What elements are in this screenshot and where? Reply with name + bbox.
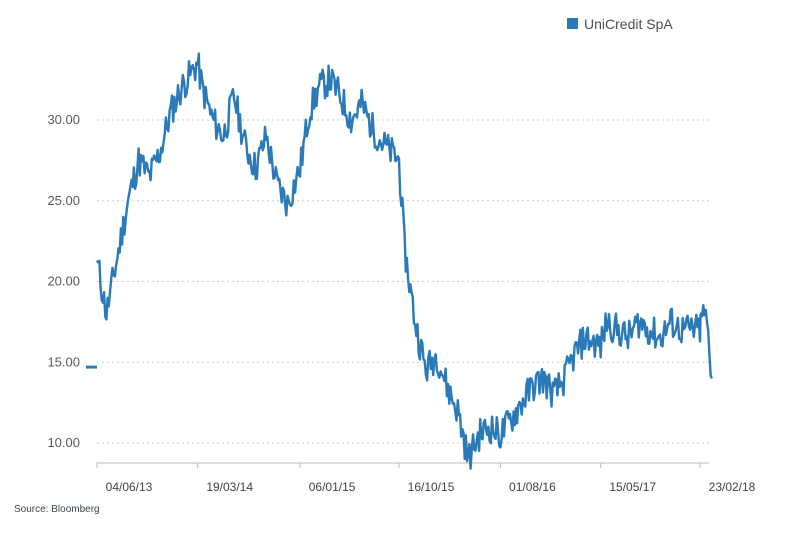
y-tick-label: 30.00 bbox=[47, 112, 80, 127]
x-tick-label: 15/05/17 bbox=[609, 480, 656, 494]
x-axis-ticks: 04/06/13 19/03/14 06/01/15 16/10/15 01/08/16… bbox=[96, 463, 756, 494]
y-tick-label: 20.00 bbox=[47, 274, 80, 289]
x-tick-label: 06/01/15 bbox=[309, 480, 356, 494]
x-tick-label: 01/08/16 bbox=[509, 480, 556, 494]
legend-swatch bbox=[567, 18, 578, 29]
x-tick-label: 16/10/15 bbox=[408, 480, 455, 494]
y-tick-label: 15.00 bbox=[47, 354, 80, 369]
legend: UniCredit SpA bbox=[567, 16, 673, 32]
y-tick-label: 10.00 bbox=[47, 435, 80, 450]
y-tick-label: 25.00 bbox=[47, 193, 80, 208]
source-note: Source: Bloomberg bbox=[14, 504, 100, 515]
legend-label-unicredit: UniCredit SpA bbox=[584, 16, 673, 32]
x-tick-label: 23/02/18 bbox=[709, 480, 756, 494]
x-tick-label: 19/03/14 bbox=[206, 480, 253, 494]
series-line-unicredit bbox=[96, 52, 713, 470]
y-axis-ticks: 10.00 15.00 20.00 25.00 30.00 bbox=[47, 112, 80, 450]
gridlines bbox=[97, 119, 709, 444]
series-lines bbox=[96, 52, 713, 470]
x-tick-label: 04/06/13 bbox=[106, 480, 153, 494]
